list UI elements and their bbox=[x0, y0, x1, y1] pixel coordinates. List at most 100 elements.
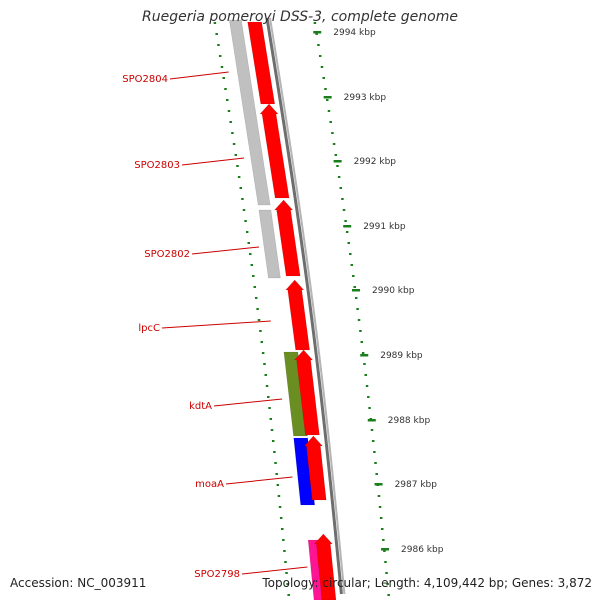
outer-tick-dot bbox=[334, 154, 338, 156]
inner-tick-dot bbox=[267, 396, 270, 398]
inner-tick-dot bbox=[277, 495, 281, 497]
inner-tick-dot bbox=[250, 264, 254, 266]
outer-tick-dot bbox=[380, 528, 384, 530]
inner-tick-dot bbox=[232, 143, 236, 145]
inner-tick-dot bbox=[274, 462, 277, 464]
outer-tick-dot bbox=[332, 143, 336, 145]
gene-leader-line bbox=[213, 398, 283, 407]
kbp-tick-label: 2992 kbp bbox=[354, 157, 397, 167]
outer-tick-dot bbox=[331, 132, 334, 134]
gene-leader-line bbox=[181, 157, 245, 166]
kbp-tick-label: 2990 kbp bbox=[372, 286, 415, 296]
cds-arrow-5 bbox=[293, 349, 320, 436]
gene-leader-line bbox=[225, 476, 293, 485]
topology-text: Topology: circular; Length: 4,109,442 bp… bbox=[262, 576, 592, 590]
outer-tick-dot bbox=[386, 583, 389, 585]
outer-tick-dot bbox=[337, 176, 341, 178]
outer-tick-dot bbox=[353, 286, 356, 288]
outer-tick-dot bbox=[325, 99, 329, 101]
inner-tick-dot bbox=[225, 99, 229, 101]
outer-tick-dot bbox=[352, 275, 355, 277]
inner-tick-dot bbox=[215, 33, 218, 35]
inner-tick-dot bbox=[220, 66, 224, 68]
inner-tick-dot bbox=[271, 440, 275, 442]
inner-tick-dot bbox=[236, 165, 239, 167]
outer-tick-dot bbox=[349, 253, 352, 255]
outer-tick-dot bbox=[327, 110, 331, 112]
inner-tick-dot bbox=[264, 374, 268, 376]
outer-tick-dot bbox=[341, 198, 344, 200]
outer-tick-dot bbox=[360, 341, 364, 343]
kbp-tick-mark bbox=[352, 289, 361, 292]
inner-tick-dot bbox=[253, 286, 256, 288]
feature-grey-2 bbox=[258, 209, 281, 279]
cds-arrow-3 bbox=[273, 199, 301, 277]
inner-tick-dot bbox=[241, 198, 244, 200]
kbp-tick-label: 2987 kbp bbox=[395, 480, 438, 490]
gene-label: SPO2804 bbox=[122, 74, 168, 85]
inner-tick-dot bbox=[283, 550, 286, 552]
outer-tick-dot bbox=[318, 55, 322, 57]
outer-tick-dot bbox=[336, 165, 339, 167]
inner-tick-dot bbox=[237, 176, 241, 178]
kbp-tick-mark bbox=[374, 483, 383, 486]
cds-arrow-4 bbox=[285, 279, 310, 351]
outer-tick-dot bbox=[371, 440, 375, 442]
outer-tick-dot bbox=[357, 319, 361, 321]
inner-tick-dot bbox=[252, 275, 255, 277]
inner-tick-dot bbox=[270, 429, 274, 431]
inner-tick-dot bbox=[278, 506, 282, 508]
inner-tick-dot bbox=[242, 209, 246, 211]
backbone-line bbox=[269, 17, 346, 595]
outer-tick-dot bbox=[379, 517, 383, 519]
inner-tick-dot bbox=[224, 88, 227, 90]
map-title: Ruegeria pomeroyi DSS-3, complete genome bbox=[142, 9, 458, 25]
outer-tick-dot bbox=[370, 429, 374, 431]
gene-label: SPO2802 bbox=[144, 249, 190, 260]
inner-tick-dot bbox=[280, 528, 284, 530]
inner-tick-dot bbox=[222, 77, 225, 79]
inner-tick-dot bbox=[261, 352, 265, 354]
kbp-tick-mark bbox=[360, 354, 369, 357]
inner-tick-dot bbox=[249, 253, 252, 255]
inner-tick-dot bbox=[239, 187, 243, 189]
inner-tick-dot bbox=[259, 330, 262, 332]
outer-tick-dot bbox=[339, 187, 343, 189]
outer-tick-dot bbox=[387, 594, 390, 596]
inner-tick-dot bbox=[279, 517, 283, 519]
outer-tick-dot bbox=[329, 121, 332, 123]
outer-tick-dot bbox=[322, 77, 325, 79]
inner-tick-dot bbox=[282, 539, 285, 541]
accession-text: Accession: NC_003911 bbox=[10, 576, 147, 590]
inner-tick-dot bbox=[218, 55, 222, 57]
outer-tick-dot bbox=[315, 33, 318, 35]
outer-tick-dot bbox=[324, 88, 327, 90]
inner-tick-dot bbox=[231, 132, 234, 134]
outer-tick-dot bbox=[320, 66, 324, 68]
gene-leader-line bbox=[169, 71, 229, 80]
kbp-tick-label: 2993 kbp bbox=[344, 93, 387, 103]
inner-tick-dot bbox=[263, 363, 266, 365]
inner-tick-dot bbox=[273, 451, 276, 453]
kbp-tick-label: 2994 kbp bbox=[333, 28, 376, 38]
kbp-tick-mark bbox=[367, 419, 376, 422]
outer-tick-dot bbox=[345, 231, 349, 233]
outer-tick-dot bbox=[377, 495, 381, 497]
outer-tick-dot bbox=[384, 561, 387, 563]
inner-tick-dot bbox=[284, 561, 287, 563]
kbp-tick-label: 2986 kbp bbox=[401, 545, 444, 555]
outer-tick-dot bbox=[382, 539, 385, 541]
outer-tick-dot bbox=[361, 352, 365, 354]
gene-label: moaA bbox=[195, 479, 224, 490]
inner-tick-dot bbox=[257, 319, 261, 321]
inner-tick-dot bbox=[269, 418, 273, 420]
outer-tick-dot bbox=[368, 407, 371, 409]
outer-tick-dot bbox=[365, 385, 369, 387]
inner-tick-dot bbox=[256, 308, 259, 310]
kbp-tick-mark bbox=[343, 225, 352, 228]
gene-leader-line bbox=[161, 320, 271, 329]
outer-tick-dot bbox=[350, 264, 354, 266]
outer-tick-dot bbox=[378, 506, 382, 508]
outer-tick-dot bbox=[359, 330, 362, 332]
outer-tick-dot bbox=[375, 473, 378, 475]
